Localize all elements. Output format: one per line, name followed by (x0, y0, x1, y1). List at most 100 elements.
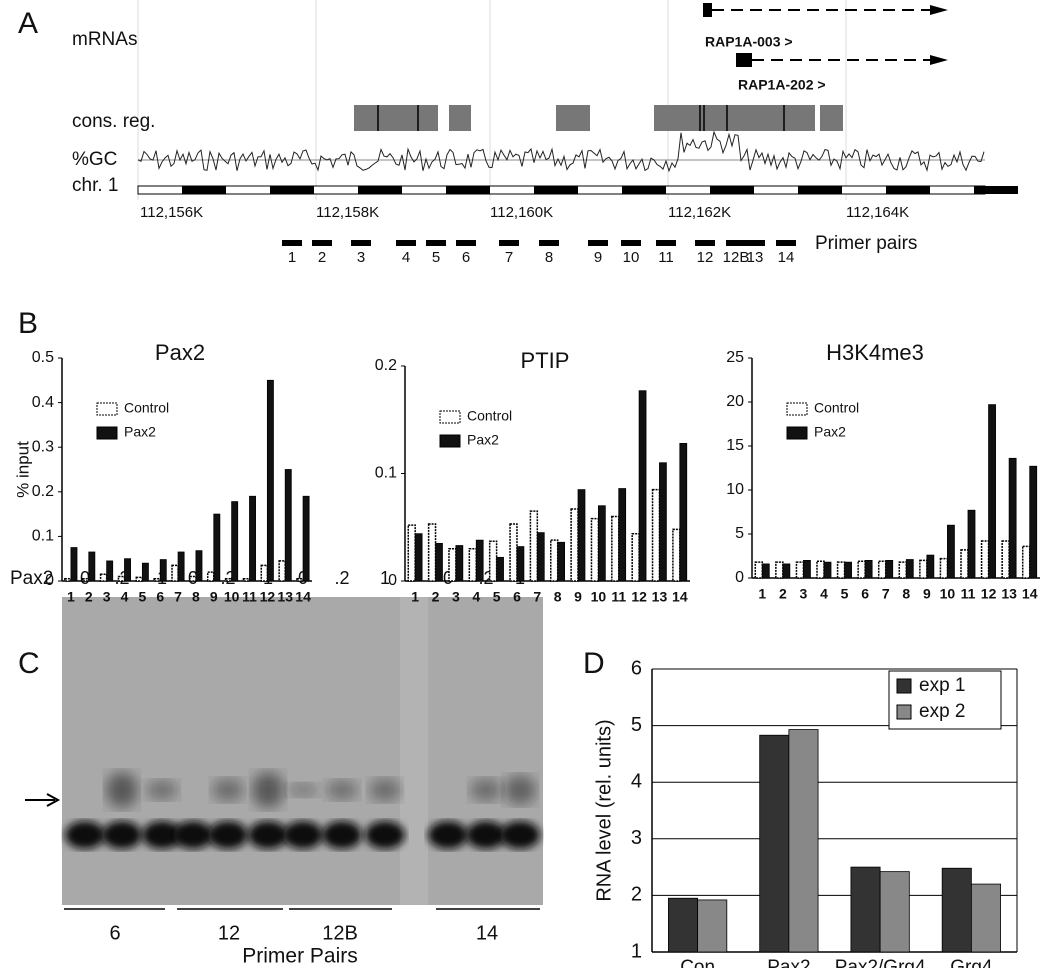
bar (153, 578, 161, 582)
bar (668, 897, 699, 953)
arrow-head (930, 5, 948, 15)
bar (141, 562, 149, 582)
x-axis-label: Primer Pairs (242, 945, 358, 968)
bar (590, 517, 600, 582)
bar (879, 871, 910, 953)
legend-label: Control (814, 400, 859, 416)
shifted-band (504, 775, 536, 805)
legend-label: exp 2 (919, 701, 965, 722)
x-tick-label: 7 (882, 586, 890, 602)
x-tick-label: 9 (923, 586, 931, 602)
bar (414, 533, 423, 582)
bar (99, 573, 108, 582)
x-tick-label: 112,156K (140, 204, 203, 221)
x-tick-label: 3 (452, 589, 460, 605)
chromosome-band (798, 186, 842, 194)
legend-swatch (96, 402, 118, 416)
gel (62, 597, 543, 905)
x-tick-label: 9 (210, 589, 218, 605)
x-tick-label: 12 (631, 589, 647, 605)
primer (656, 240, 676, 246)
y-tick-label: 2 (631, 884, 642, 906)
x-tick-label: 6 (861, 586, 869, 602)
primer (426, 240, 446, 246)
x-tick-label: Pax2/Grg4 (835, 957, 926, 968)
bar (816, 560, 825, 579)
panel-a: mRNAs cons. reg. %GC chr. 1 RAP1A-003 > RAP1A… (72, 0, 1018, 266)
chromosome-band (886, 186, 930, 194)
bar (124, 558, 131, 582)
track-label: cons. reg. (72, 111, 155, 132)
x-tick-label: 2 (779, 586, 787, 602)
chromosome-band (446, 186, 490, 194)
bar (448, 548, 457, 582)
bar (1021, 545, 1031, 579)
bar (159, 559, 167, 582)
free-probe (208, 821, 248, 849)
group-label: 14 (476, 922, 498, 944)
x-tick-label: 13 (1001, 586, 1017, 602)
chromosome-band (710, 186, 754, 194)
bar (550, 539, 559, 582)
bar (761, 563, 770, 579)
bar (509, 523, 518, 582)
legend-label: exp 1 (919, 675, 965, 696)
primer-label: 14 (778, 249, 795, 266)
conserved-region (556, 105, 590, 131)
bar (284, 469, 292, 582)
x-tick-label: 3 (800, 586, 808, 602)
primer-label: 5 (432, 249, 440, 266)
bar (618, 488, 627, 582)
bar (278, 560, 286, 582)
bar (754, 561, 764, 579)
bar (597, 505, 606, 582)
track-label: %GC (72, 149, 117, 170)
x-tick-label: 14 (1022, 586, 1038, 602)
bar (759, 734, 790, 953)
bar (189, 575, 197, 582)
primer (351, 240, 371, 246)
transcript-label: RAP1A-003 > (705, 34, 793, 50)
legend-swatch (439, 434, 461, 448)
primer-label: 9 (594, 249, 602, 266)
exon (736, 53, 752, 67)
x-tick-label: 112,160K (490, 204, 553, 221)
conserved-region (820, 105, 843, 131)
primer-label: 4 (402, 249, 410, 266)
primer (499, 240, 519, 246)
primer (396, 240, 416, 246)
free-probe (283, 821, 323, 849)
x-tick-label: 10 (591, 589, 607, 605)
bar (844, 561, 852, 579)
bar (557, 541, 566, 582)
bar (885, 560, 894, 579)
free-probe (248, 821, 288, 849)
bar (135, 576, 144, 582)
chromosome-band (974, 186, 1018, 194)
y-tick-label: 0.2 (32, 483, 54, 500)
primer (745, 240, 765, 246)
bar (266, 379, 274, 582)
x-tick-label: 5 (138, 589, 146, 605)
group-label: 12 (218, 922, 240, 944)
bar (177, 551, 185, 582)
x-tick-label: 11 (242, 589, 257, 605)
bar (980, 540, 990, 579)
lane-label: 0 (80, 568, 90, 588)
lane-label: 1 (380, 568, 390, 588)
bar (70, 547, 78, 582)
shifted-band (252, 772, 284, 808)
bar (427, 523, 437, 582)
x-tick-label: 12 (260, 589, 276, 605)
free-probe (466, 821, 506, 849)
y-tick-label: 20 (726, 393, 744, 410)
track-label: chr. 1 (72, 175, 118, 196)
bar (1001, 540, 1010, 579)
x-tick-label: 8 (902, 586, 910, 602)
bar (1029, 465, 1038, 579)
x-tick-label: 10 (940, 586, 956, 602)
shifted-band (369, 778, 401, 802)
bar (1008, 457, 1017, 579)
bar (877, 560, 887, 579)
